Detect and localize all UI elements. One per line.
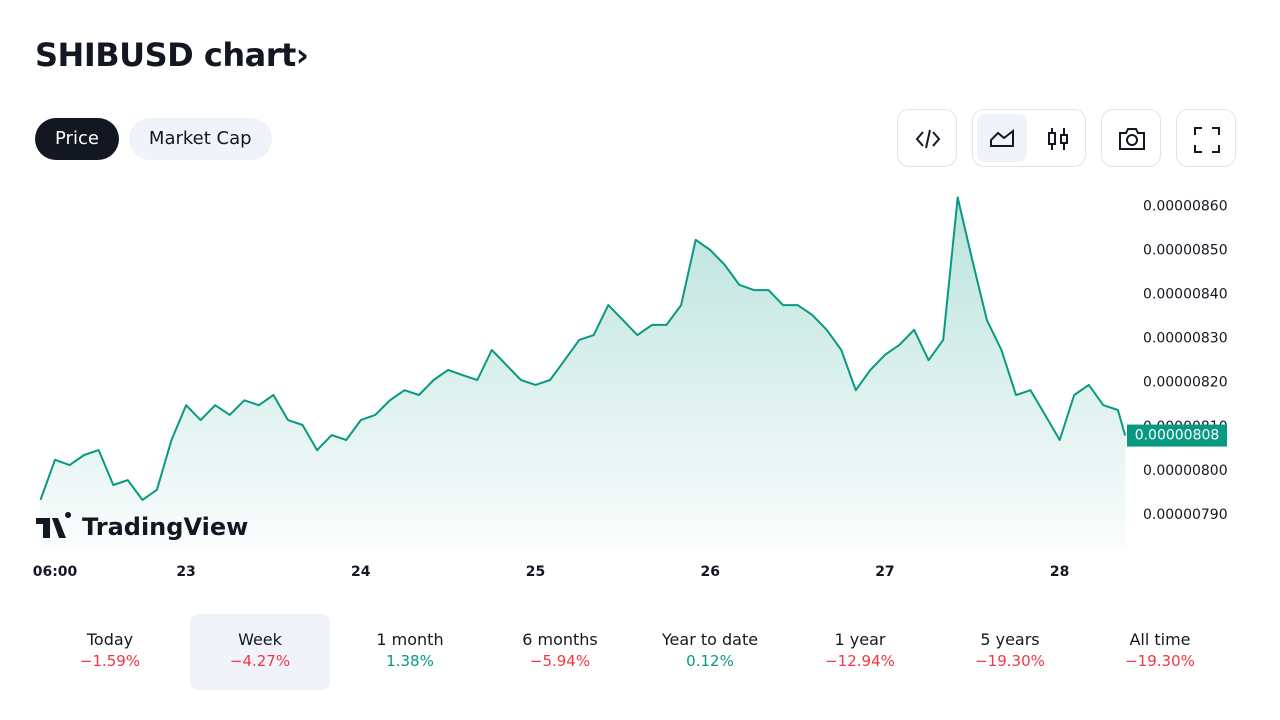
x-tick-label: 06:00 <box>33 564 78 580</box>
period-label: Today <box>86 630 134 649</box>
period[interactable]: Today −1.59% <box>40 614 180 690</box>
watermark: TradingView <box>36 512 248 541</box>
tab[interactable]: Price <box>35 118 119 160</box>
period-change: −4.27% <box>229 652 291 670</box>
period-change: −19.30% <box>1125 652 1195 670</box>
snapshot-button[interactable] <box>1101 109 1161 167</box>
x-tick-label: 28 <box>1050 564 1069 580</box>
x-tick-label: 26 <box>700 564 719 580</box>
period-change: 1.38% <box>386 652 434 670</box>
period-change: −5.94% <box>529 652 591 670</box>
price-line <box>39 196 1127 501</box>
last-price-label: 0.00000808 <box>1135 428 1220 444</box>
period[interactable]: 6 months −5.94% <box>490 614 630 690</box>
y-tick-label: 0.00000830 <box>1143 331 1228 347</box>
y-tick-label: 0.00000820 <box>1143 375 1228 391</box>
y-tick-label: 0.00000790 <box>1143 507 1228 523</box>
x-tick-label: 25 <box>526 564 545 580</box>
tab[interactable]: Market Cap <box>128 118 272 160</box>
watermark-text: TradingView <box>82 513 248 541</box>
embed-icon <box>915 129 941 149</box>
y-tick-label: 0.00000840 <box>1143 286 1228 302</box>
chevron: › <box>295 36 309 74</box>
period-label: 1 year <box>834 630 886 649</box>
area <box>40 197 1126 548</box>
chart: TradingView 0.00000790 0.00000800 0.000008… <box>33 196 1228 580</box>
candle-icon[interactable] <box>1045 126 1071 152</box>
period[interactable]: All time −19.30% <box>1090 614 1230 690</box>
y-tick-label: 0.00000800 <box>1143 463 1228 479</box>
area-style-button[interactable] <box>977 114 1027 162</box>
y-tick-label: 0.00000860 <box>1143 198 1228 214</box>
embed-button[interactable] <box>897 109 957 167</box>
watermark-logo <box>36 512 72 538</box>
x-tick-label: 24 <box>351 564 371 580</box>
period-change: −1.59% <box>79 652 141 670</box>
period[interactable]: Week −4.27% <box>190 614 330 690</box>
x-tick-label: 23 <box>176 564 195 580</box>
period[interactable]: 1 year −12.94% <box>790 614 930 690</box>
last-price-box <box>1127 424 1227 447</box>
area-icon <box>990 128 1014 147</box>
y-tick-label: 0.00000850 <box>1143 242 1228 258</box>
period-change: −19.30% <box>975 652 1045 670</box>
period-label: All time <box>1129 630 1191 649</box>
x-tick-label: 27 <box>875 564 894 580</box>
period-label: 1 month <box>376 630 444 649</box>
camera-icon <box>1119 128 1145 150</box>
period-label: Week <box>238 630 282 649</box>
period-change: −12.94% <box>825 652 895 670</box>
title-text: SHIBUSD chart <box>35 36 296 74</box>
period[interactable]: 5 years −19.30% <box>940 614 1080 690</box>
period[interactable]: Year to date 0.12% <box>640 614 780 690</box>
period[interactable]: 1 month 1.38% <box>340 614 480 690</box>
chart-style-group <box>972 109 1086 167</box>
period-label: Year to date <box>661 630 759 649</box>
period-change: 0.12% <box>686 652 734 670</box>
title[interactable]: SHIBUSD chart› <box>35 36 309 74</box>
period-label: 6 months <box>522 630 598 649</box>
fullscreen-icon <box>1194 127 1220 153</box>
period-label: 5 years <box>980 630 1040 649</box>
fullscreen-button[interactable] <box>1176 109 1236 167</box>
